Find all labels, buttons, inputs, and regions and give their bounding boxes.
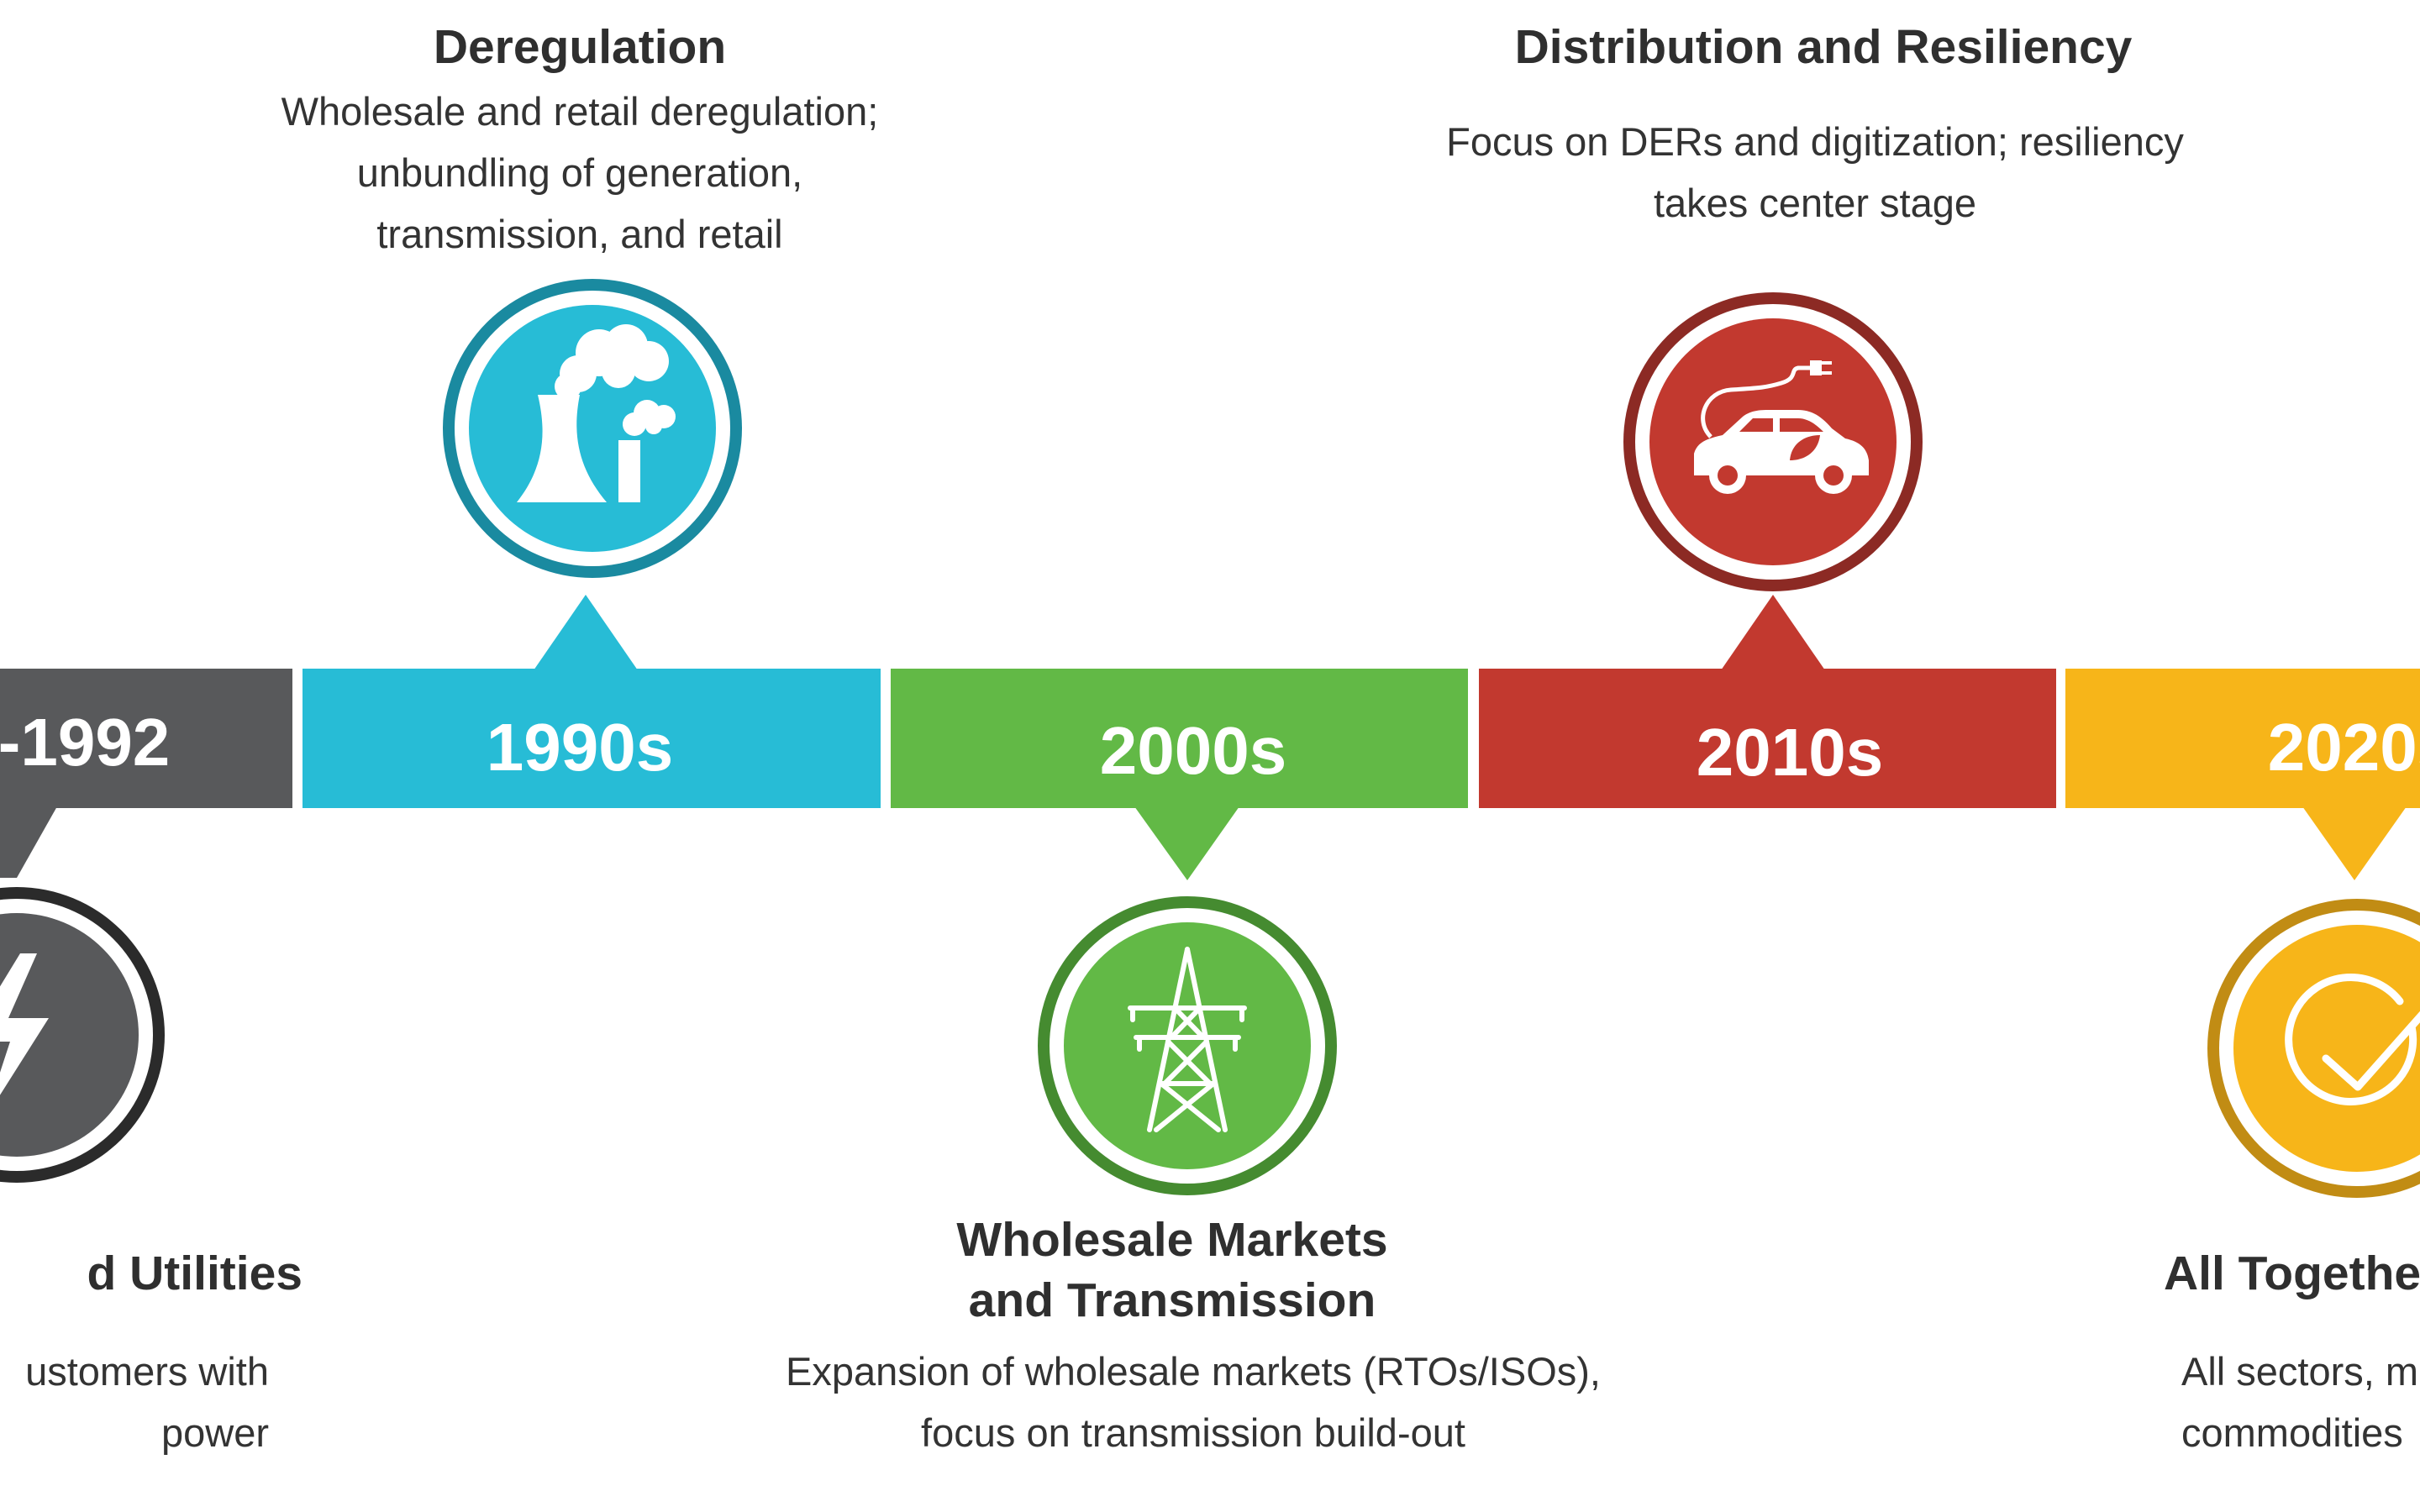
circle-1990s <box>443 279 742 578</box>
era-title-1992: d Utilities <box>87 1247 302 1300</box>
segment-2000s <box>891 669 1468 808</box>
segment-2010s <box>1479 669 2056 808</box>
lightning-bolt-icon <box>0 953 49 1095</box>
pointer-1990s <box>534 595 638 670</box>
era-title-1990s: Deregulation <box>433 20 727 74</box>
year-label-2020s: 2020s <box>2267 710 2420 785</box>
year-label-1990s: 1990s <box>486 710 674 785</box>
circle-2000s <box>1038 896 1337 1195</box>
era-desc-2020s: All sectors, m commodities <box>2181 1349 2419 1455</box>
era-desc-1992: ustomers with power <box>25 1349 269 1455</box>
circle-2020s <box>2207 899 2420 1198</box>
pointer-1992 <box>0 806 57 878</box>
era-desc-1990s: Wholesale and retail deregulation; unbun… <box>281 89 879 256</box>
era-title-2010s: Distribution and Resiliency <box>1514 20 2133 74</box>
electric-car-icon <box>1694 360 1869 494</box>
pointer-2010s <box>1721 595 1825 670</box>
pointer-2020s <box>2302 806 2407 880</box>
year-label-2000s: 2000s <box>1099 713 1287 788</box>
transmission-tower-icon <box>1128 947 1247 1132</box>
power-plant-icon <box>517 324 676 502</box>
year-label-2010s: 2010s <box>1696 715 1884 790</box>
segment-1990s <box>302 669 881 808</box>
era-title-2020s: All Togethe <box>2164 1247 2420 1300</box>
year-label-1992: -1992 <box>0 705 171 780</box>
era-desc-2010s: Focus on DERs and digitization; resilien… <box>1446 119 2184 225</box>
segment-1992 <box>0 669 292 808</box>
circle-2010s <box>1623 292 1923 591</box>
pointer-2000s <box>1134 806 1239 880</box>
era-desc-2000s: Expansion of wholesale markets (RTOs/ISO… <box>786 1349 1601 1455</box>
segment-2020s <box>2065 669 2420 808</box>
checkmark-icon <box>2285 974 2420 1105</box>
era-title-2000s: Wholesale Markets and Transmission <box>956 1213 1388 1327</box>
circle-1992 <box>0 887 165 1183</box>
